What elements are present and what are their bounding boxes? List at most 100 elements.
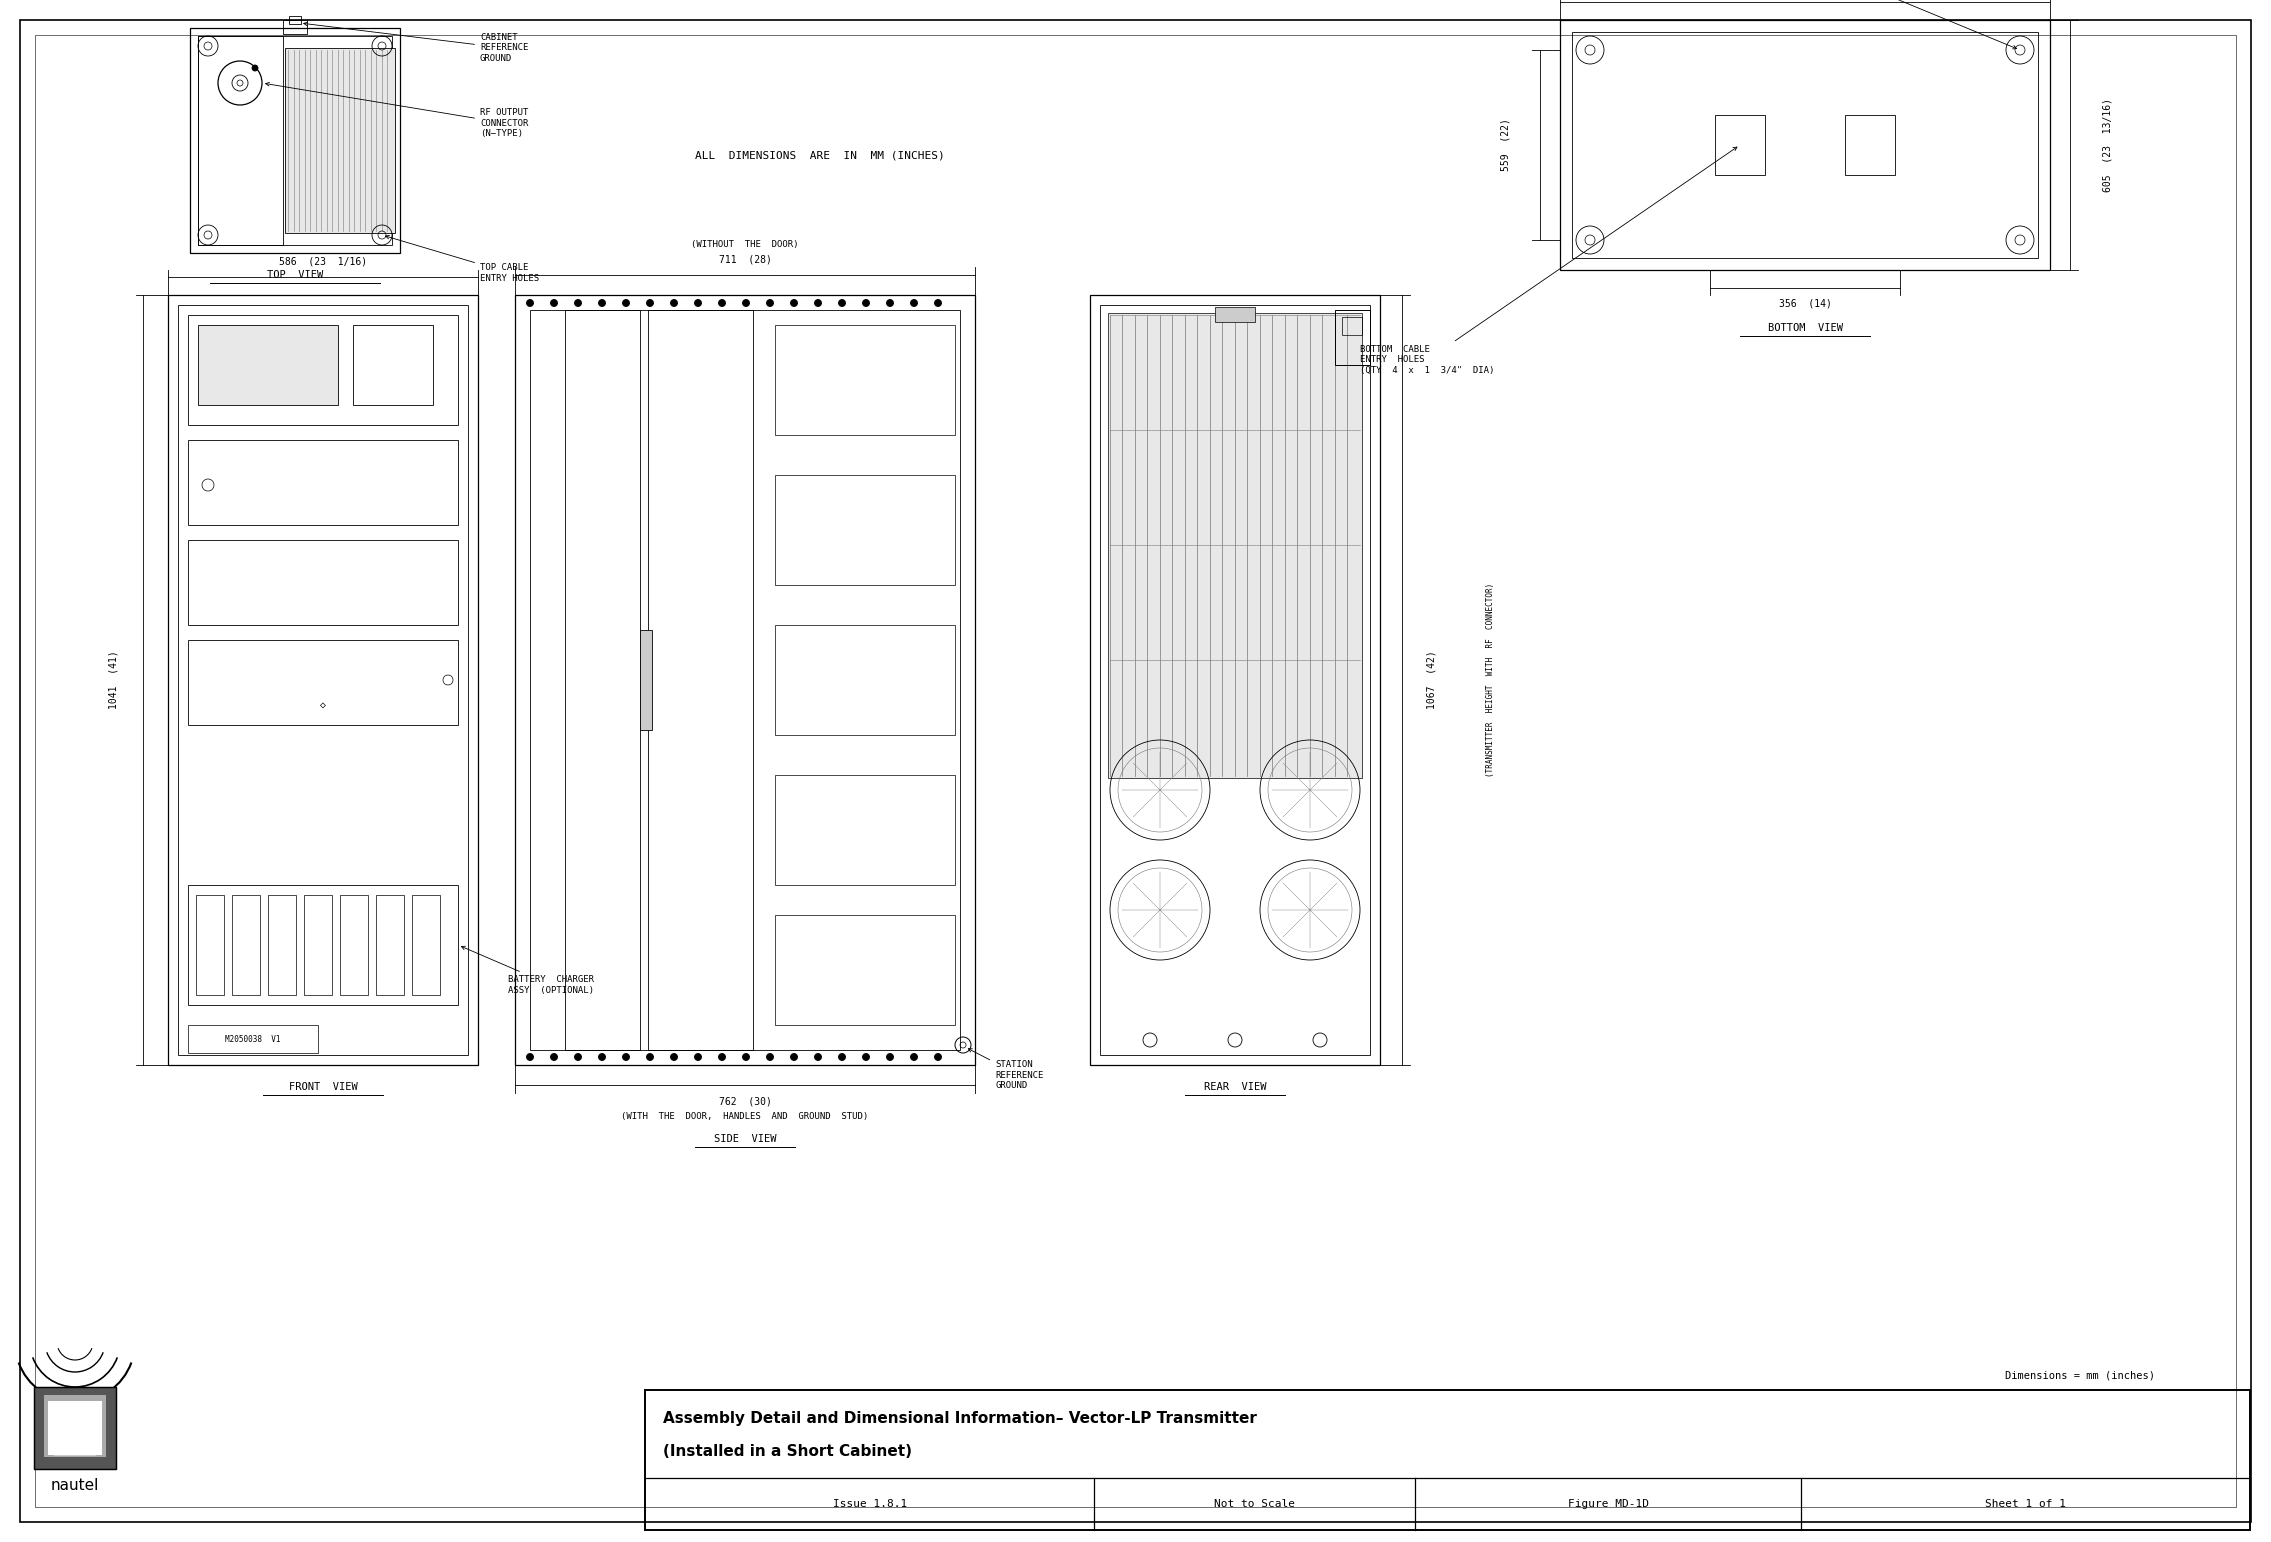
Bar [1715,116,1765,174]
Circle shape [886,299,893,307]
Text: ◇: ◇ [320,700,327,709]
Bar [516,295,974,1066]
Bar [304,894,332,995]
Circle shape [933,1053,942,1061]
Bar [177,305,468,1055]
Bar [191,28,400,253]
Circle shape [647,299,654,307]
Bar [1099,305,1369,1055]
Circle shape [695,299,702,307]
Circle shape [768,1053,774,1061]
Text: n: n [57,1405,93,1457]
Bar [198,35,393,245]
Circle shape [911,1053,917,1061]
Bar [232,894,259,995]
Circle shape [550,1053,556,1061]
Circle shape [550,299,556,307]
Text: Sheet 1 of 1: Sheet 1 of 1 [1985,1499,2067,1510]
Text: 586  (23  1/16): 586 (23 1/16) [279,256,368,267]
Circle shape [815,1053,822,1061]
Bar [55,1402,95,1456]
Circle shape [670,299,677,307]
Circle shape [911,299,917,307]
Circle shape [718,299,724,307]
Bar [565,310,961,1050]
Text: Assembly Detail and Dimensional Information– Vector-LP Transmitter: Assembly Detail and Dimensional Informat… [663,1411,1256,1425]
Bar [268,894,295,995]
Bar [411,894,441,995]
Text: TOP  VIEW: TOP VIEW [268,270,322,281]
Bar [34,1386,116,1470]
Bar [352,325,434,406]
Bar [1335,310,1369,365]
Circle shape [933,299,942,307]
Text: REAR  VIEW: REAR VIEW [1204,1082,1267,1092]
Text: (WITH  THE  DOOR,  HANDLES  AND  GROUND  STUD): (WITH THE DOOR, HANDLES AND GROUND STUD) [622,1112,868,1121]
Circle shape [838,299,845,307]
Circle shape [718,1053,724,1061]
Circle shape [670,1053,677,1061]
Text: 605  (23  13/16): 605 (23 13/16) [2103,99,2112,193]
Text: Issue 1.8.1: Issue 1.8.1 [833,1499,906,1510]
Bar [188,540,459,625]
Text: SIDE  VIEW: SIDE VIEW [713,1133,777,1144]
Bar [188,439,459,524]
Text: RF OUTPUT
CONNECTOR
(N−TYPE): RF OUTPUT CONNECTOR (N−TYPE) [266,82,529,137]
Circle shape [575,1053,581,1061]
Bar [647,310,754,1050]
Text: 356  (14): 356 (14) [1778,299,1830,308]
Circle shape [622,299,629,307]
Bar [774,325,956,435]
Circle shape [647,1053,654,1061]
Text: (Installed in a Short Cabinet): (Installed in a Short Cabinet) [663,1445,913,1459]
Circle shape [527,1053,534,1061]
Bar [774,475,956,584]
Circle shape [863,1053,870,1061]
Bar [774,625,956,736]
Text: CABINET
REFERENCE
GROUND: CABINET REFERENCE GROUND [304,22,529,63]
Circle shape [768,299,774,307]
Bar [188,885,459,1005]
Circle shape [743,299,749,307]
Bar [43,1396,107,1457]
Bar [1560,20,2051,270]
Text: TOP CABLE
ENTRY HOLES: TOP CABLE ENTRY HOLES [386,236,538,282]
Text: (WITHOUT  THE  DOOR): (WITHOUT THE DOOR) [690,241,799,250]
Text: Not to Scale: Not to Scale [1215,1499,1294,1510]
Bar [1090,295,1381,1066]
Text: BOTTOM  VIEW: BOTTOM VIEW [1767,322,1842,333]
Text: M2050038  V1: M2050038 V1 [225,1035,282,1044]
Circle shape [863,299,870,307]
Text: 711  (28): 711 (28) [718,254,772,264]
Bar [188,640,459,725]
Text: 559  (22): 559 (22) [1501,119,1510,171]
Text: FRONT  VIEW: FRONT VIEW [288,1082,357,1092]
Text: nautel: nautel [50,1477,100,1493]
Bar [188,315,459,426]
Bar [188,1025,318,1053]
Bar [1108,313,1363,779]
Circle shape [600,1053,606,1061]
Bar [529,310,640,1050]
Text: ALL  DIMENSIONS  ARE  IN  MM (INCHES): ALL DIMENSIONS ARE IN MM (INCHES) [695,150,945,160]
Text: 762  (30): 762 (30) [718,1096,772,1106]
Bar [1215,307,1256,322]
Circle shape [838,1053,845,1061]
Circle shape [527,299,534,307]
Circle shape [575,299,581,307]
Bar [341,894,368,995]
Bar [195,894,225,995]
Bar [1342,318,1363,335]
Bar [34,1386,116,1470]
Bar [1572,32,2037,258]
Bar [48,1402,102,1456]
Bar [198,35,284,245]
Text: Dimensions = mm (inches): Dimensions = mm (inches) [2005,1369,2155,1380]
Bar [168,295,477,1066]
Bar [377,894,404,995]
Bar [198,325,338,406]
Text: FLOOR/BASE
MOUNTING  HOLES
(QTY  4  x  1/4"  DIA): FLOOR/BASE MOUNTING HOLES (QTY 4 x 1/4" … [1755,0,2017,49]
Circle shape [790,1053,797,1061]
Text: BOTTOM  CABLE
ENTRY  HOLES
(QTY  4  x  1  3/4"  DIA): BOTTOM CABLE ENTRY HOLES (QTY 4 x 1 3/4"… [1360,146,1737,375]
Circle shape [600,299,606,307]
